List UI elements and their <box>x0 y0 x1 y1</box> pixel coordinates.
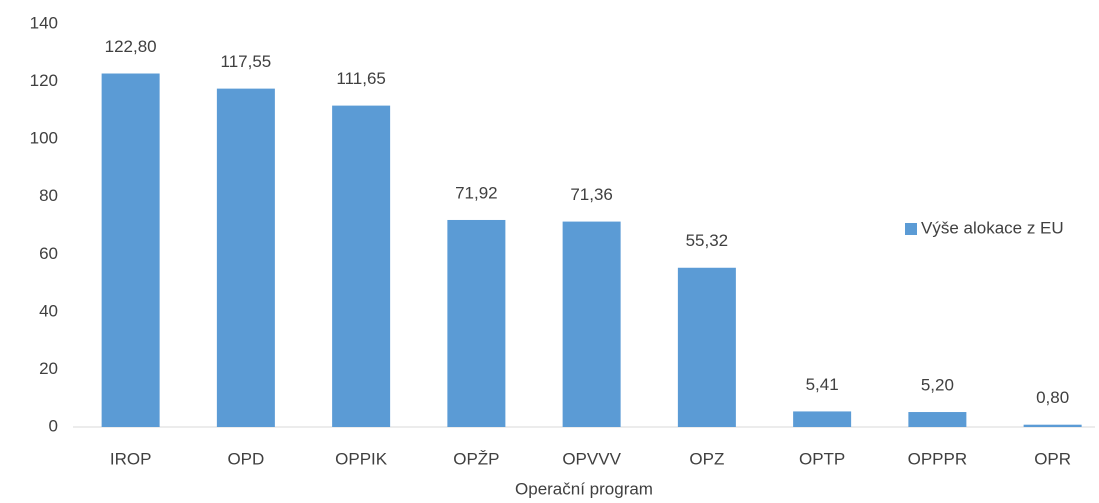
x-tick-label: OPPIK <box>335 449 388 468</box>
data-label: 71,92 <box>455 183 498 202</box>
bar <box>101 73 160 428</box>
bar <box>793 411 852 427</box>
bar <box>562 221 621 427</box>
data-label: 122,80 <box>105 37 157 56</box>
x-tick-label: OPR <box>1034 449 1071 468</box>
y-tick-label: 120 <box>30 71 58 90</box>
bar <box>216 88 275 427</box>
legend-label: Výše alokace z EU <box>921 218 1064 237</box>
data-label: 117,55 <box>221 52 272 71</box>
data-label: 55,32 <box>686 231 729 250</box>
bar <box>447 219 506 427</box>
y-tick-label: 140 <box>30 13 58 32</box>
bar <box>1023 424 1082 427</box>
x-tick-label: OPŽP <box>453 449 499 468</box>
y-tick-label: 60 <box>39 244 58 263</box>
x-tick-label: OPTP <box>799 449 845 468</box>
bar <box>332 105 391 428</box>
x-tick-label: OPZ <box>689 449 724 468</box>
x-tick-label: OPPPR <box>908 449 968 468</box>
data-label: 5,20 <box>921 376 954 395</box>
y-tick-label: 40 <box>39 301 58 320</box>
x-axis-label: Operační program <box>515 479 653 498</box>
data-label: 111,65 <box>336 69 385 88</box>
data-label: 0,80 <box>1036 388 1069 407</box>
y-tick-label: 100 <box>30 129 58 148</box>
bar <box>908 412 967 427</box>
x-tick-label: OPD <box>227 449 264 468</box>
y-tick-label: 80 <box>39 186 58 205</box>
data-label: 5,41 <box>806 375 839 394</box>
legend-swatch <box>905 223 917 235</box>
y-tick-label: 0 <box>49 416 58 435</box>
x-tick-label: OPVVV <box>562 449 621 468</box>
bar <box>677 267 736 427</box>
data-label: 71,36 <box>570 185 613 204</box>
y-tick-label: 20 <box>39 359 58 378</box>
x-tick-label: IROP <box>110 449 152 468</box>
